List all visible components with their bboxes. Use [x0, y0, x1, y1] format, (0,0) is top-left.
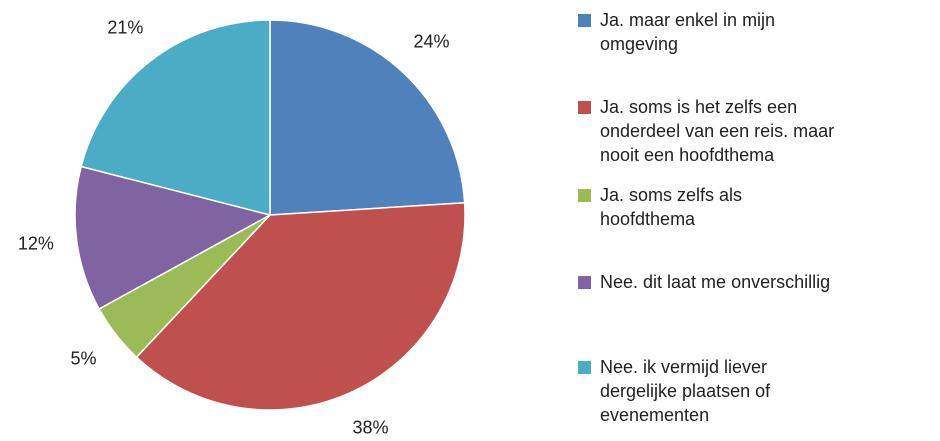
legend-item: Ja. maar enkel in mijn omgeving	[578, 8, 848, 56]
legend-label: Ja. soms zelfs als hoofdthema	[600, 185, 743, 229]
legend-swatch	[578, 14, 591, 27]
data-label: 12%	[18, 233, 54, 253]
legend-item: Ja. soms is het zelfs een onderdeel van …	[578, 95, 848, 167]
legend-swatch	[578, 276, 591, 289]
pie-slice	[269, 19, 466, 216]
legend-label: Ja. maar enkel in mijn omgeving	[600, 10, 776, 54]
data-label: 21%	[107, 17, 143, 37]
legend-label: Nee. ik vermijd liever dergelijke plaats…	[600, 357, 771, 425]
data-label: 5%	[71, 348, 97, 368]
legend-swatch	[578, 101, 591, 114]
legend-item: Nee. dit laat me onverschillig	[578, 270, 848, 294]
pie-area: 24% 38% 5% 12% 21%	[18, 17, 466, 437]
legend-item: Nee. ik vermijd liever dergelijke plaats…	[578, 355, 848, 427]
data-label: 38%	[352, 417, 388, 437]
legend-item: Ja. soms zelfs als hoofdthema	[578, 183, 848, 231]
legend-label: Ja. soms is het zelfs een onderdeel van …	[600, 97, 835, 165]
data-label: 24%	[414, 32, 450, 52]
pie-slice	[135, 201, 466, 411]
legend-label: Nee. dit laat me onverschillig	[600, 272, 831, 292]
legend-swatch	[578, 189, 591, 202]
pie-slice	[74, 165, 273, 310]
legend-swatch	[578, 361, 591, 374]
pie-slice	[80, 19, 271, 216]
